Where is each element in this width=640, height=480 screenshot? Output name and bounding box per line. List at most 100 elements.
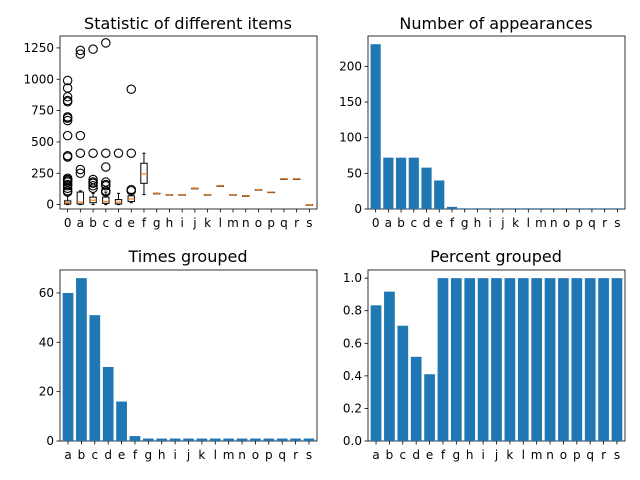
bar — [89, 315, 101, 441]
x-tick-label: e — [128, 216, 135, 230]
bar — [477, 278, 489, 441]
outlier-point — [113, 148, 124, 158]
bar — [535, 208, 547, 209]
bar-chart-percent-grouped-panel: Percent grouped 0.0 0.2 0.4 0.6 0.8 1.0 a b c d e f… — [343, 247, 626, 462]
x-tick-label: o — [560, 448, 567, 462]
x-tick-label: l — [527, 216, 530, 230]
bar — [558, 278, 569, 441]
bar — [370, 305, 382, 441]
x-tick-label: h — [166, 216, 174, 230]
x-tick-label: b — [386, 448, 394, 462]
bar — [599, 208, 610, 209]
y-tick-label: 0.8 — [343, 304, 362, 318]
x-tick-label: h — [474, 216, 482, 230]
bar — [611, 278, 623, 441]
bar — [196, 438, 208, 441]
bar — [517, 278, 529, 441]
x-tick-label: f — [450, 216, 455, 230]
bar — [504, 278, 516, 441]
box-plot-statistic-panel: Statistic of different items 0 250 500 750 1… — [23, 14, 318, 230]
bar — [156, 438, 168, 441]
x-tick-label: m — [227, 216, 239, 230]
bar — [612, 208, 623, 209]
x-tick-label: i — [180, 216, 183, 230]
outlier-point — [88, 148, 98, 158]
x-tick-label: a — [372, 448, 379, 462]
bar — [62, 292, 74, 441]
outlier-point — [62, 83, 73, 93]
bar — [497, 208, 508, 209]
bar — [384, 291, 395, 441]
x-tick-label: c — [399, 448, 406, 462]
y-tick-label: 40 — [39, 335, 54, 349]
y-tick-label: 100 — [339, 131, 362, 145]
x-tick-label: g — [453, 448, 461, 462]
x-tick-label: f — [133, 448, 138, 462]
x-tick-label: k — [512, 216, 519, 230]
x-tick-label: k — [198, 448, 205, 462]
x-tick-label: f — [142, 216, 147, 230]
y-tick-label: 20 — [39, 385, 54, 399]
box — [140, 162, 148, 184]
x-tick-label: n — [242, 216, 250, 230]
x-tick-label: e — [118, 448, 125, 462]
x-tick-label: h — [466, 448, 474, 462]
x-tick-label: d — [423, 216, 431, 230]
bar — [446, 206, 458, 209]
outlier-point — [75, 164, 86, 175]
outlier-point — [62, 150, 73, 161]
bar — [531, 278, 543, 441]
x-tick-label: i — [481, 448, 484, 462]
y-tick-label: 0.0 — [343, 434, 362, 448]
bar — [183, 438, 194, 441]
x-tick-label: d — [115, 216, 123, 230]
bar — [142, 438, 154, 441]
bar — [383, 157, 394, 209]
x-tick-label: r — [601, 448, 606, 462]
bar — [571, 278, 583, 441]
outlier-point — [75, 148, 86, 158]
outlier-point — [75, 45, 86, 56]
x-tick-label: c — [410, 216, 417, 230]
x-tick-label: k — [506, 448, 513, 462]
chart-title: Times grouped — [127, 247, 247, 266]
bar — [459, 208, 470, 209]
bar — [129, 436, 141, 441]
x-tick-label: g — [145, 448, 153, 462]
bar — [303, 438, 315, 441]
x-tick-label: 0 — [372, 216, 380, 230]
x-tick-label: p — [265, 448, 273, 462]
outlier-point — [101, 162, 111, 172]
y-tick-label: 1.0 — [343, 271, 362, 285]
x-tick-label: s — [306, 216, 312, 230]
bar — [395, 157, 407, 209]
x-tick-label: c — [91, 448, 98, 462]
plot-frame — [367, 35, 626, 210]
bar — [223, 438, 235, 441]
outlier-point — [101, 177, 111, 187]
bar — [250, 438, 261, 441]
x-tick-label: a — [77, 216, 84, 230]
x-tick-label: q — [586, 448, 594, 462]
bar — [464, 278, 476, 441]
x-tick-label: 0 — [64, 216, 72, 230]
bar — [434, 180, 445, 209]
y-tick-label: 0.2 — [343, 401, 362, 415]
outlier-point — [62, 115, 73, 126]
outlier-point — [62, 112, 73, 122]
x-tick-label: o — [252, 448, 259, 462]
x-tick-label: l — [219, 216, 222, 230]
outlier-point — [75, 168, 86, 179]
y-tick-label: 60 — [39, 286, 54, 300]
x-tick-label: r — [293, 448, 298, 462]
bar — [598, 278, 609, 441]
bar-chart-times-grouped-panel: Times grouped 0 20 40 60 a b c d e f g h i j k l m n o p q r s — [39, 247, 318, 462]
x-tick-label: p — [573, 448, 581, 462]
chart-title: Percent grouped — [430, 247, 562, 266]
bar — [450, 278, 462, 441]
outlier-point — [101, 179, 111, 190]
bar — [485, 208, 496, 209]
outlier-point — [88, 174, 98, 185]
x-tick-label: i — [488, 216, 491, 230]
outlier-point — [62, 179, 73, 190]
